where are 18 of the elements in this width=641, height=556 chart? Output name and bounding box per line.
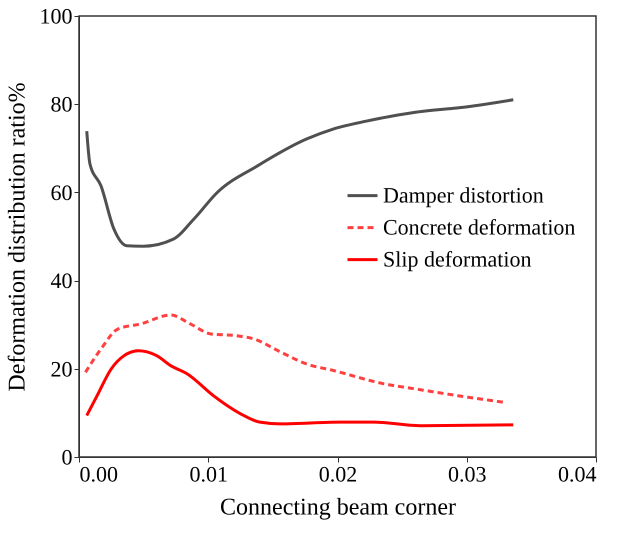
y-tick-label: 100 xyxy=(40,4,72,28)
line-series xyxy=(84,314,506,404)
x-tick-label: 0.01 xyxy=(190,462,228,486)
legend-label: Concrete deformation xyxy=(383,214,576,240)
y-tick-label: 40 xyxy=(50,268,72,294)
line-series xyxy=(85,349,515,428)
y-tick-label: 60 xyxy=(50,180,72,205)
y-tick-label: 0 xyxy=(62,444,72,470)
x-tick-label: 0.00 xyxy=(80,462,118,486)
legend-label: Damper distortion xyxy=(383,182,544,208)
x-tick-label: 0.03 xyxy=(448,462,486,486)
legend-label: Slip deformation xyxy=(383,246,532,272)
x-tick-label: 0.02 xyxy=(318,462,358,486)
x-tick-label: 0.04 xyxy=(558,462,596,486)
y-tick-label: 80 xyxy=(50,92,72,117)
x-axis-title: Connecting beam corner xyxy=(220,494,456,520)
y-tick-label: 20 xyxy=(50,356,72,382)
y-axis-title: Deformation distribution ratio% xyxy=(4,82,30,392)
